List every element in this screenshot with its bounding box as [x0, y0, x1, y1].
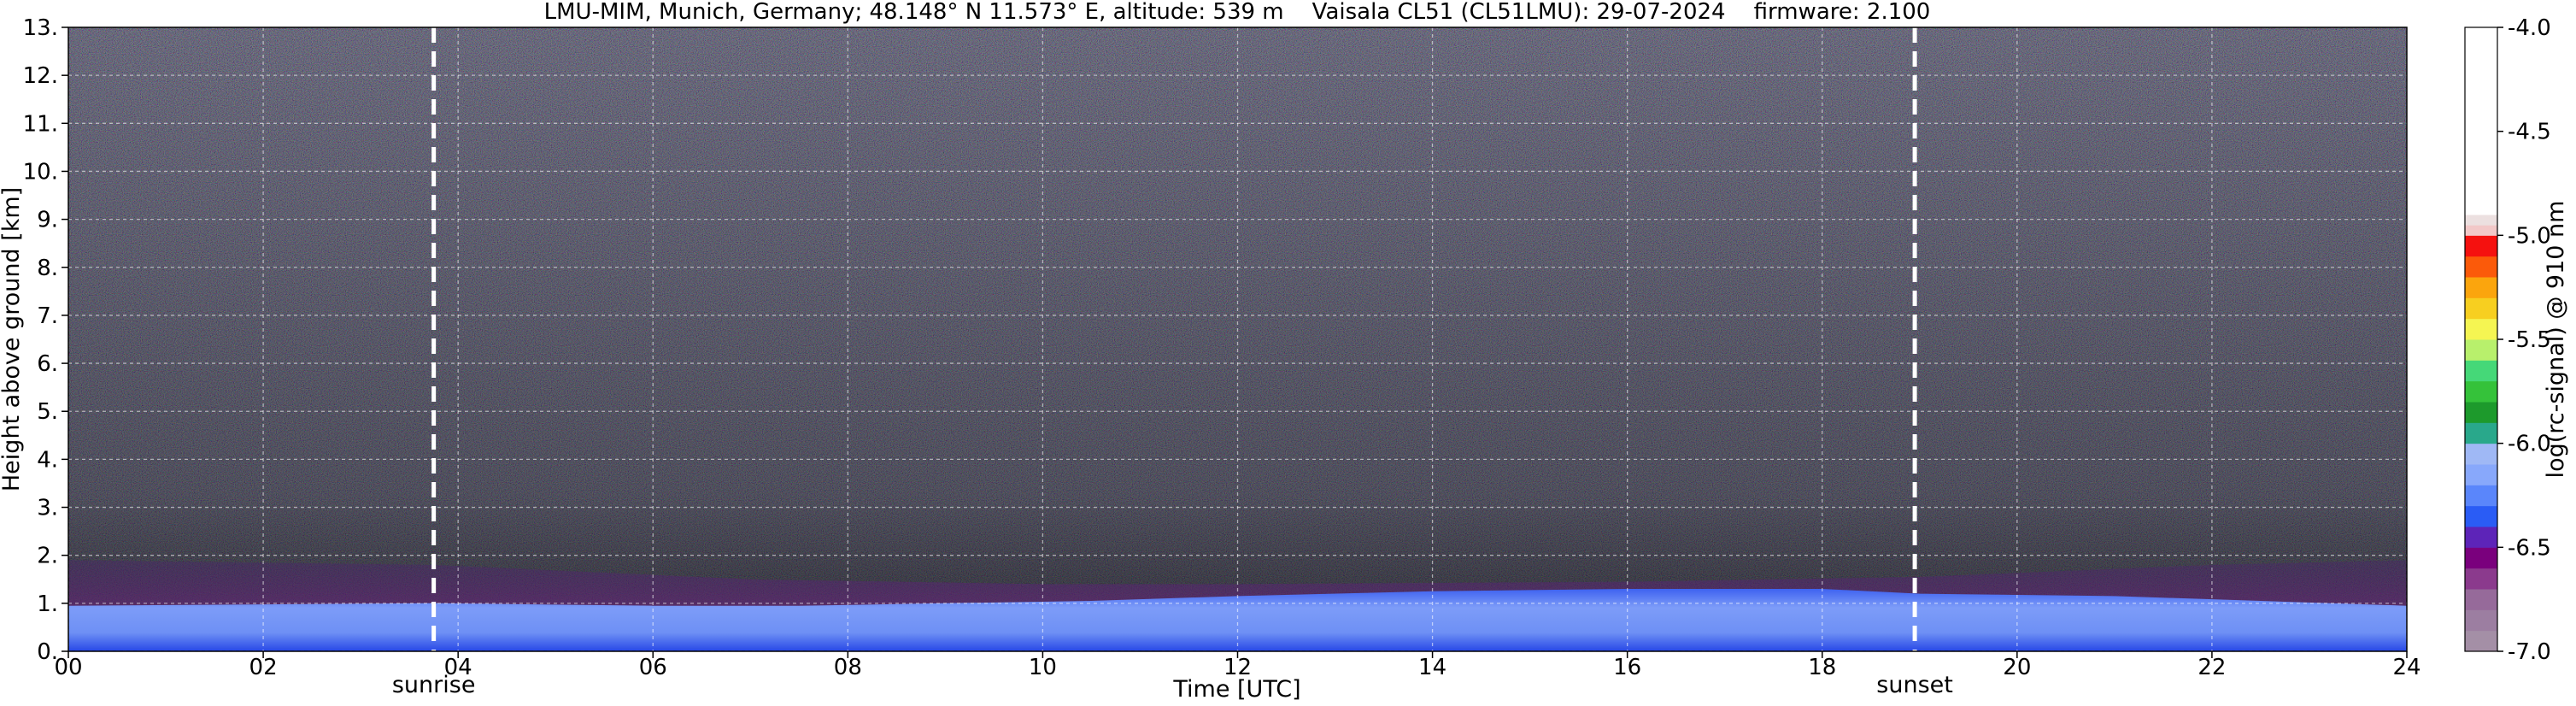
- colorbar-segment: [2465, 505, 2497, 527]
- colorbar-segment: [2465, 297, 2497, 320]
- colorbar-segment: [2465, 547, 2497, 569]
- x-tick-label: 02: [249, 655, 278, 680]
- x-axis-label: Time [UTC]: [1172, 676, 1300, 703]
- x-tick-label: 08: [834, 655, 862, 680]
- colorbar-segment: [2465, 630, 2497, 652]
- marker-label-sunset: sunset: [1876, 672, 1953, 698]
- colorbar-segment: [2465, 27, 2497, 215]
- y-tick-label: 3.: [37, 496, 58, 521]
- colorbar-segment: [2465, 402, 2497, 423]
- noise-fade: [68, 27, 2407, 651]
- x-tick-label: 18: [1808, 655, 1836, 680]
- colorbar-segment: [2465, 464, 2497, 485]
- colorbar-segment: [2465, 339, 2497, 361]
- colorbar-segment: [2465, 527, 2497, 548]
- colorbar-tick-label: -6.0: [2508, 432, 2551, 457]
- colorbar-label: log(rc-signal) @ 910 nm: [2543, 201, 2569, 479]
- y-tick-label: 1.: [37, 591, 58, 617]
- x-axis: sunrise sunset 00 02 04 06 08 10 12 14 16 18 20 22 24: [54, 651, 2421, 698]
- x-tick-label: 24: [2392, 655, 2421, 680]
- y-tick-label: 5.: [37, 399, 58, 425]
- colorbar-tick-label: -4.5: [2508, 120, 2551, 145]
- y-tick-label: 13.: [23, 15, 58, 41]
- colorbar-segment: [2465, 256, 2497, 278]
- colorbar-segment: [2465, 589, 2497, 610]
- y-tick-label: 2.: [37, 544, 58, 569]
- marker-label-sunrise: sunrise: [392, 672, 476, 698]
- x-tick-label: 20: [2003, 655, 2031, 680]
- grid: [68, 27, 2407, 651]
- colorbar-segment: [2465, 380, 2497, 403]
- colorbar: -4.0 -4.5 -5.0 -5.5 -6.0 -6.5 -7.0: [2464, 15, 2551, 665]
- colorbar-segment: [2465, 225, 2497, 236]
- colorbar-segment: [2465, 235, 2497, 257]
- y-tick-label: 12.: [23, 63, 58, 89]
- chart-title: LMU-MIM, Munich, Germany; 48.148° N 11.5…: [544, 0, 1931, 25]
- colorbar-tick-label: -7.0: [2508, 639, 2551, 665]
- y-axis-label: Height above ground [km]: [0, 187, 25, 491]
- colorbar-tick-label: -5.5: [2508, 327, 2551, 353]
- y-tick-label: 10.: [23, 159, 58, 185]
- colorbar-tick-label: -6.5: [2508, 535, 2551, 561]
- y-tick-label: 7.: [37, 303, 58, 329]
- colorbar-segment: [2465, 277, 2497, 298]
- plot-area: [68, 27, 2407, 651]
- y-tick-label: 0.: [37, 639, 58, 665]
- sun-markers: [431, 27, 1917, 651]
- x-tick-label: 14: [1418, 655, 1446, 680]
- x-tick-label: 12: [1223, 655, 1252, 680]
- colorbar-segment: [2465, 360, 2497, 382]
- colorbar-segment: [2465, 422, 2497, 444]
- y-tick-label: 8.: [37, 256, 58, 281]
- x-tick-label: 04: [444, 655, 472, 680]
- colorbar-segment: [2465, 485, 2497, 507]
- y-tick-label: 11.: [23, 111, 58, 137]
- y-axis: 0. 1. 2. 3. 4. 5. 6. 7. 8. 9. 10. 11. 12. 13.: [23, 15, 68, 665]
- y-tick-label: 9.: [37, 208, 58, 233]
- colorbar-segment: [2465, 318, 2497, 340]
- y-tick-label: 4.: [37, 447, 58, 473]
- x-tick-label: 00: [54, 655, 82, 680]
- colorbar-segment: [2465, 215, 2497, 226]
- x-tick-label: 16: [1613, 655, 1641, 680]
- colorbar-segment: [2465, 568, 2497, 590]
- colorbar-tick-label: -5.0: [2508, 223, 2551, 249]
- colorbar-tick-label: -4.0: [2508, 15, 2551, 41]
- colorbar-segment: [2465, 443, 2497, 465]
- x-tick-label: 10: [1029, 655, 1057, 680]
- x-tick-label: 06: [639, 655, 667, 680]
- x-tick-label: 22: [2198, 655, 2226, 680]
- colorbar-segment: [2465, 609, 2497, 632]
- y-tick-label: 6.: [37, 351, 58, 377]
